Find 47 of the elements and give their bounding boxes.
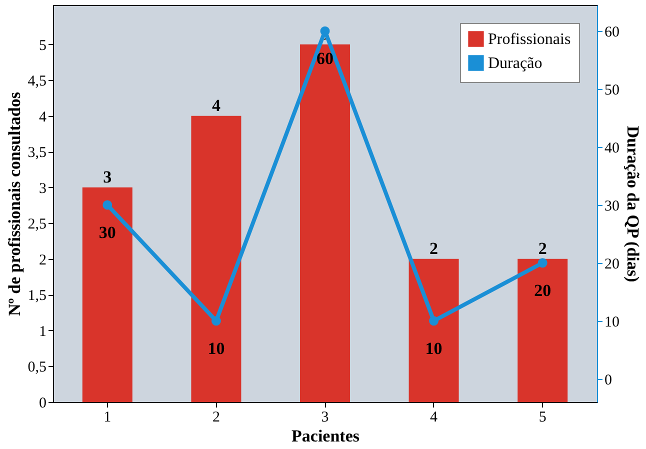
data-label: 4 xyxy=(212,96,221,115)
y-tick-label: 1,5 xyxy=(28,288,46,304)
y2-tick-label: 50 xyxy=(604,82,620,99)
point xyxy=(538,258,548,268)
y-axis-title: Nº de profissionais consultados xyxy=(4,92,24,316)
x-tick-label: 3 xyxy=(321,410,329,426)
y-tick-label: 0,5 xyxy=(28,360,46,376)
data-label: 10 xyxy=(208,338,225,358)
y-tick-label: 1 xyxy=(39,324,46,340)
data-label: 10 xyxy=(425,338,442,358)
point xyxy=(429,316,439,326)
data-label: 20 xyxy=(534,280,552,300)
x-axis-title: Pacientes xyxy=(292,426,360,446)
data-label: 60 xyxy=(316,49,334,68)
bar xyxy=(408,258,459,402)
point xyxy=(320,26,330,36)
y-tick-label: 4 xyxy=(39,109,47,126)
x-tick-label: 2 xyxy=(212,410,220,426)
y-tick-label: 5 xyxy=(39,38,46,54)
y-tick-label: 0 xyxy=(39,396,46,412)
bar xyxy=(82,187,132,402)
y-tick-label: 3 xyxy=(39,180,46,197)
bar xyxy=(518,258,568,402)
y-tick-label: 2 xyxy=(39,252,46,268)
y2-tick-label: 0 xyxy=(604,372,612,388)
y2-tick-label: 30 xyxy=(604,198,620,214)
point xyxy=(102,200,112,210)
y2-tick-label: 40 xyxy=(604,140,620,156)
y-tick-label: 2,5 xyxy=(28,216,46,233)
y-tick-label: 3,5 xyxy=(28,145,46,162)
x-tick-label: 5 xyxy=(538,410,546,426)
legend-label: Duração xyxy=(488,55,542,72)
data-label: 2 xyxy=(538,238,547,258)
y2-axis-title: Duração da QP (dias) xyxy=(624,126,642,282)
legend-label: Profissionais xyxy=(488,31,571,48)
x-tick-label: 4 xyxy=(430,410,438,426)
point xyxy=(211,316,221,326)
y2-tick-label: 10 xyxy=(604,314,620,330)
x-tick-label: 1 xyxy=(104,410,112,426)
data-label: 30 xyxy=(98,222,116,242)
y-tick-label: 4,5 xyxy=(28,74,46,90)
bar xyxy=(300,44,350,402)
data-label: 2 xyxy=(430,238,438,258)
data-label: 3 xyxy=(103,167,112,186)
y2-tick-label: 60 xyxy=(604,24,620,41)
y2-tick-label: 20 xyxy=(604,256,620,272)
bar xyxy=(191,116,242,402)
